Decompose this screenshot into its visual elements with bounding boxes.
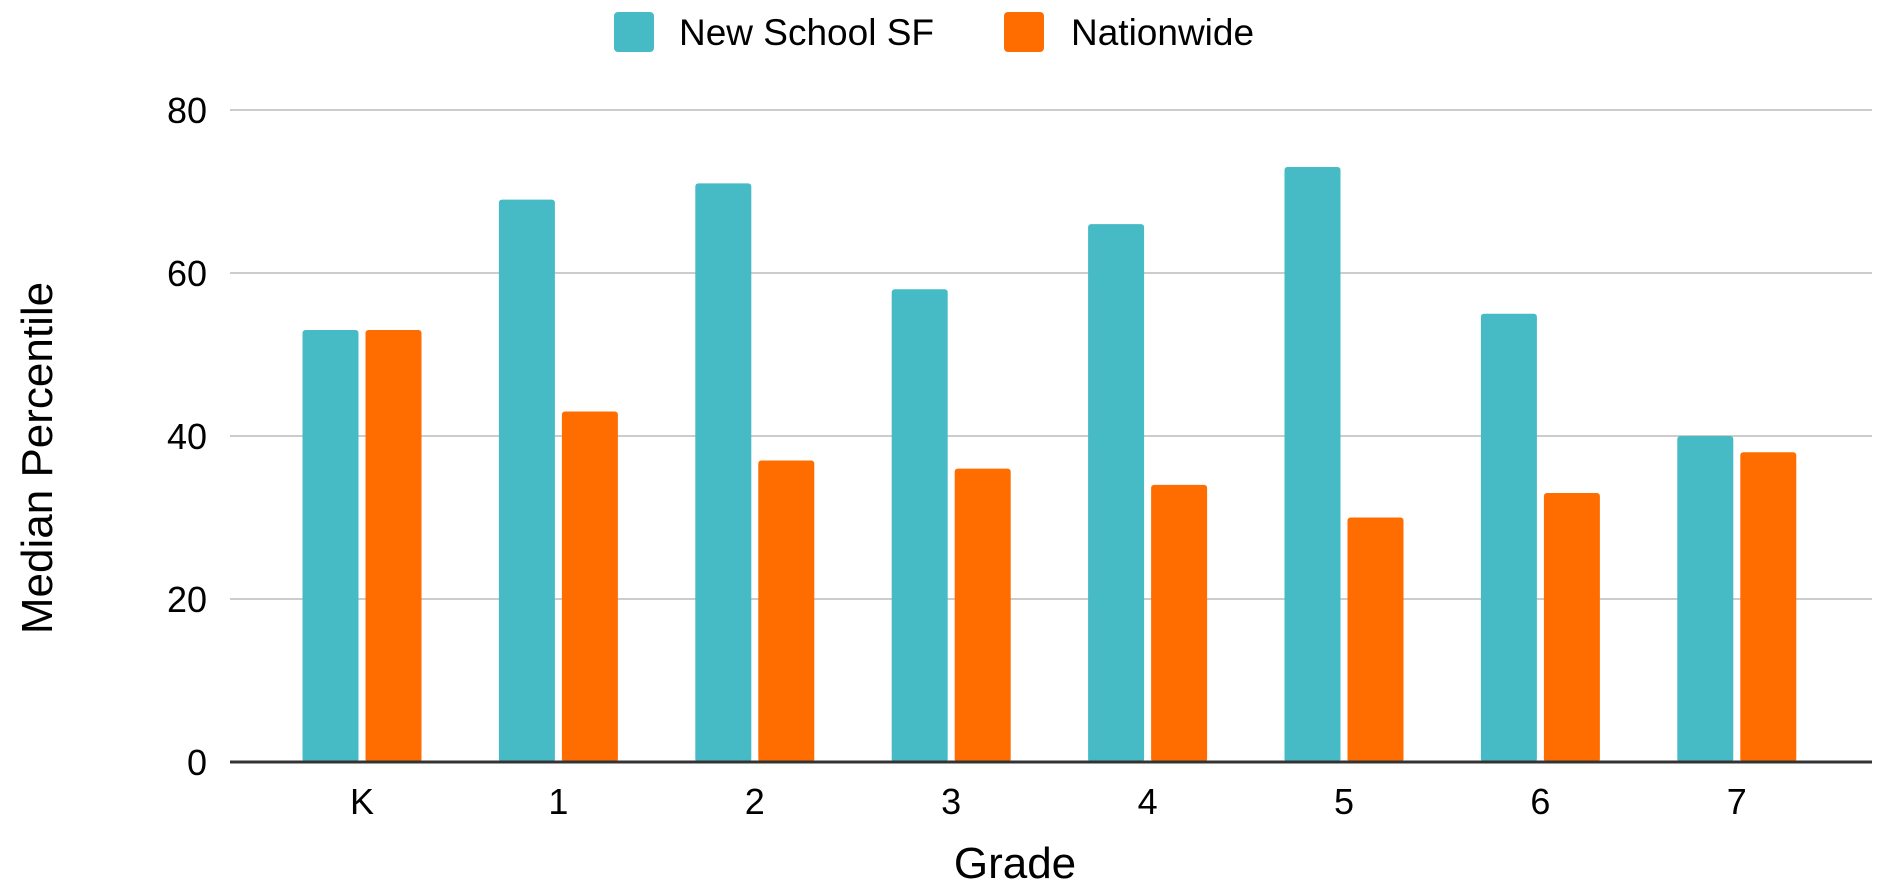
bar-new-school-sf-3 bbox=[891, 289, 948, 762]
gridlines bbox=[230, 109, 1872, 600]
bar-new-school-sf-1 bbox=[498, 199, 555, 762]
bar-new-school-sf-2 bbox=[695, 183, 752, 763]
legend-item-nationwide: Nationwide bbox=[1004, 12, 1254, 53]
bar-nationwide-4 bbox=[1151, 484, 1208, 762]
bar-new-school-sf-7 bbox=[1677, 436, 1734, 762]
x-axis-title: Grade bbox=[954, 839, 1076, 883]
y-tick-label: 60 bbox=[167, 253, 207, 294]
y-axis-ticks: 0 20 40 60 80 bbox=[167, 90, 207, 783]
bar-nationwide-K bbox=[365, 330, 422, 762]
y-tick-label: 40 bbox=[167, 416, 207, 457]
bar-nationwide-2 bbox=[758, 460, 815, 762]
legend-swatch-nationwide bbox=[1004, 12, 1044, 52]
bar-nationwide-7 bbox=[1740, 452, 1797, 762]
y-tick-label: 80 bbox=[167, 90, 207, 131]
x-axis-ticks: K 1 2 3 4 5 6 7 bbox=[350, 781, 1747, 822]
x-tick-label: 2 bbox=[745, 781, 765, 822]
x-tick-label: 3 bbox=[941, 781, 961, 822]
y-tick-label: 0 bbox=[187, 742, 207, 783]
bar-new-school-sf-4 bbox=[1088, 224, 1145, 763]
x-tick-label: 7 bbox=[1727, 781, 1747, 822]
legend-label-nationwide: Nationwide bbox=[1071, 12, 1254, 53]
y-axis-title: Median Percentile bbox=[13, 282, 62, 634]
bar-nationwide-5 bbox=[1347, 517, 1404, 762]
bar-new-school-sf-5 bbox=[1284, 167, 1341, 763]
x-tick-label: 4 bbox=[1138, 781, 1158, 822]
legend-item-new-school-sf: New School SF bbox=[614, 12, 934, 53]
bars bbox=[302, 167, 1797, 763]
bar-nationwide-1 bbox=[561, 411, 618, 762]
y-tick-label: 20 bbox=[167, 579, 207, 620]
x-tick-label: 5 bbox=[1334, 781, 1354, 822]
x-tick-label: K bbox=[350, 781, 374, 822]
x-tick-label: 1 bbox=[548, 781, 568, 822]
legend: New School SF Nationwide bbox=[614, 12, 1254, 53]
legend-label-new-school-sf: New School SF bbox=[679, 12, 934, 53]
legend-swatch-new-school-sf bbox=[614, 12, 654, 52]
bar-new-school-sf-6 bbox=[1480, 313, 1537, 762]
x-tick-label: 6 bbox=[1530, 781, 1550, 822]
bar-new-school-sf-K bbox=[302, 330, 359, 762]
bar-nationwide-6 bbox=[1543, 493, 1600, 762]
bar-nationwide-3 bbox=[954, 468, 1011, 762]
